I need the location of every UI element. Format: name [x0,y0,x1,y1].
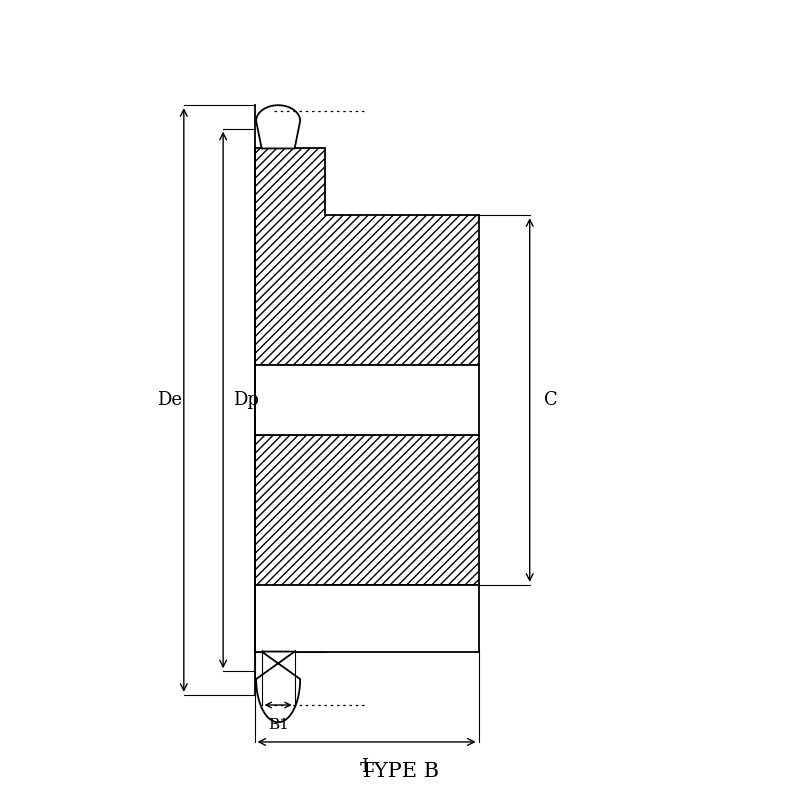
Polygon shape [254,585,478,651]
Text: B1: B1 [268,718,289,732]
Polygon shape [256,106,300,149]
Text: De: De [157,391,182,409]
Polygon shape [256,651,300,722]
Polygon shape [254,435,478,651]
Polygon shape [254,365,478,435]
Text: TYPE B: TYPE B [361,762,439,782]
Polygon shape [254,149,478,365]
Text: Dp: Dp [233,391,258,409]
Text: L: L [361,758,373,776]
Text: C: C [544,391,558,409]
